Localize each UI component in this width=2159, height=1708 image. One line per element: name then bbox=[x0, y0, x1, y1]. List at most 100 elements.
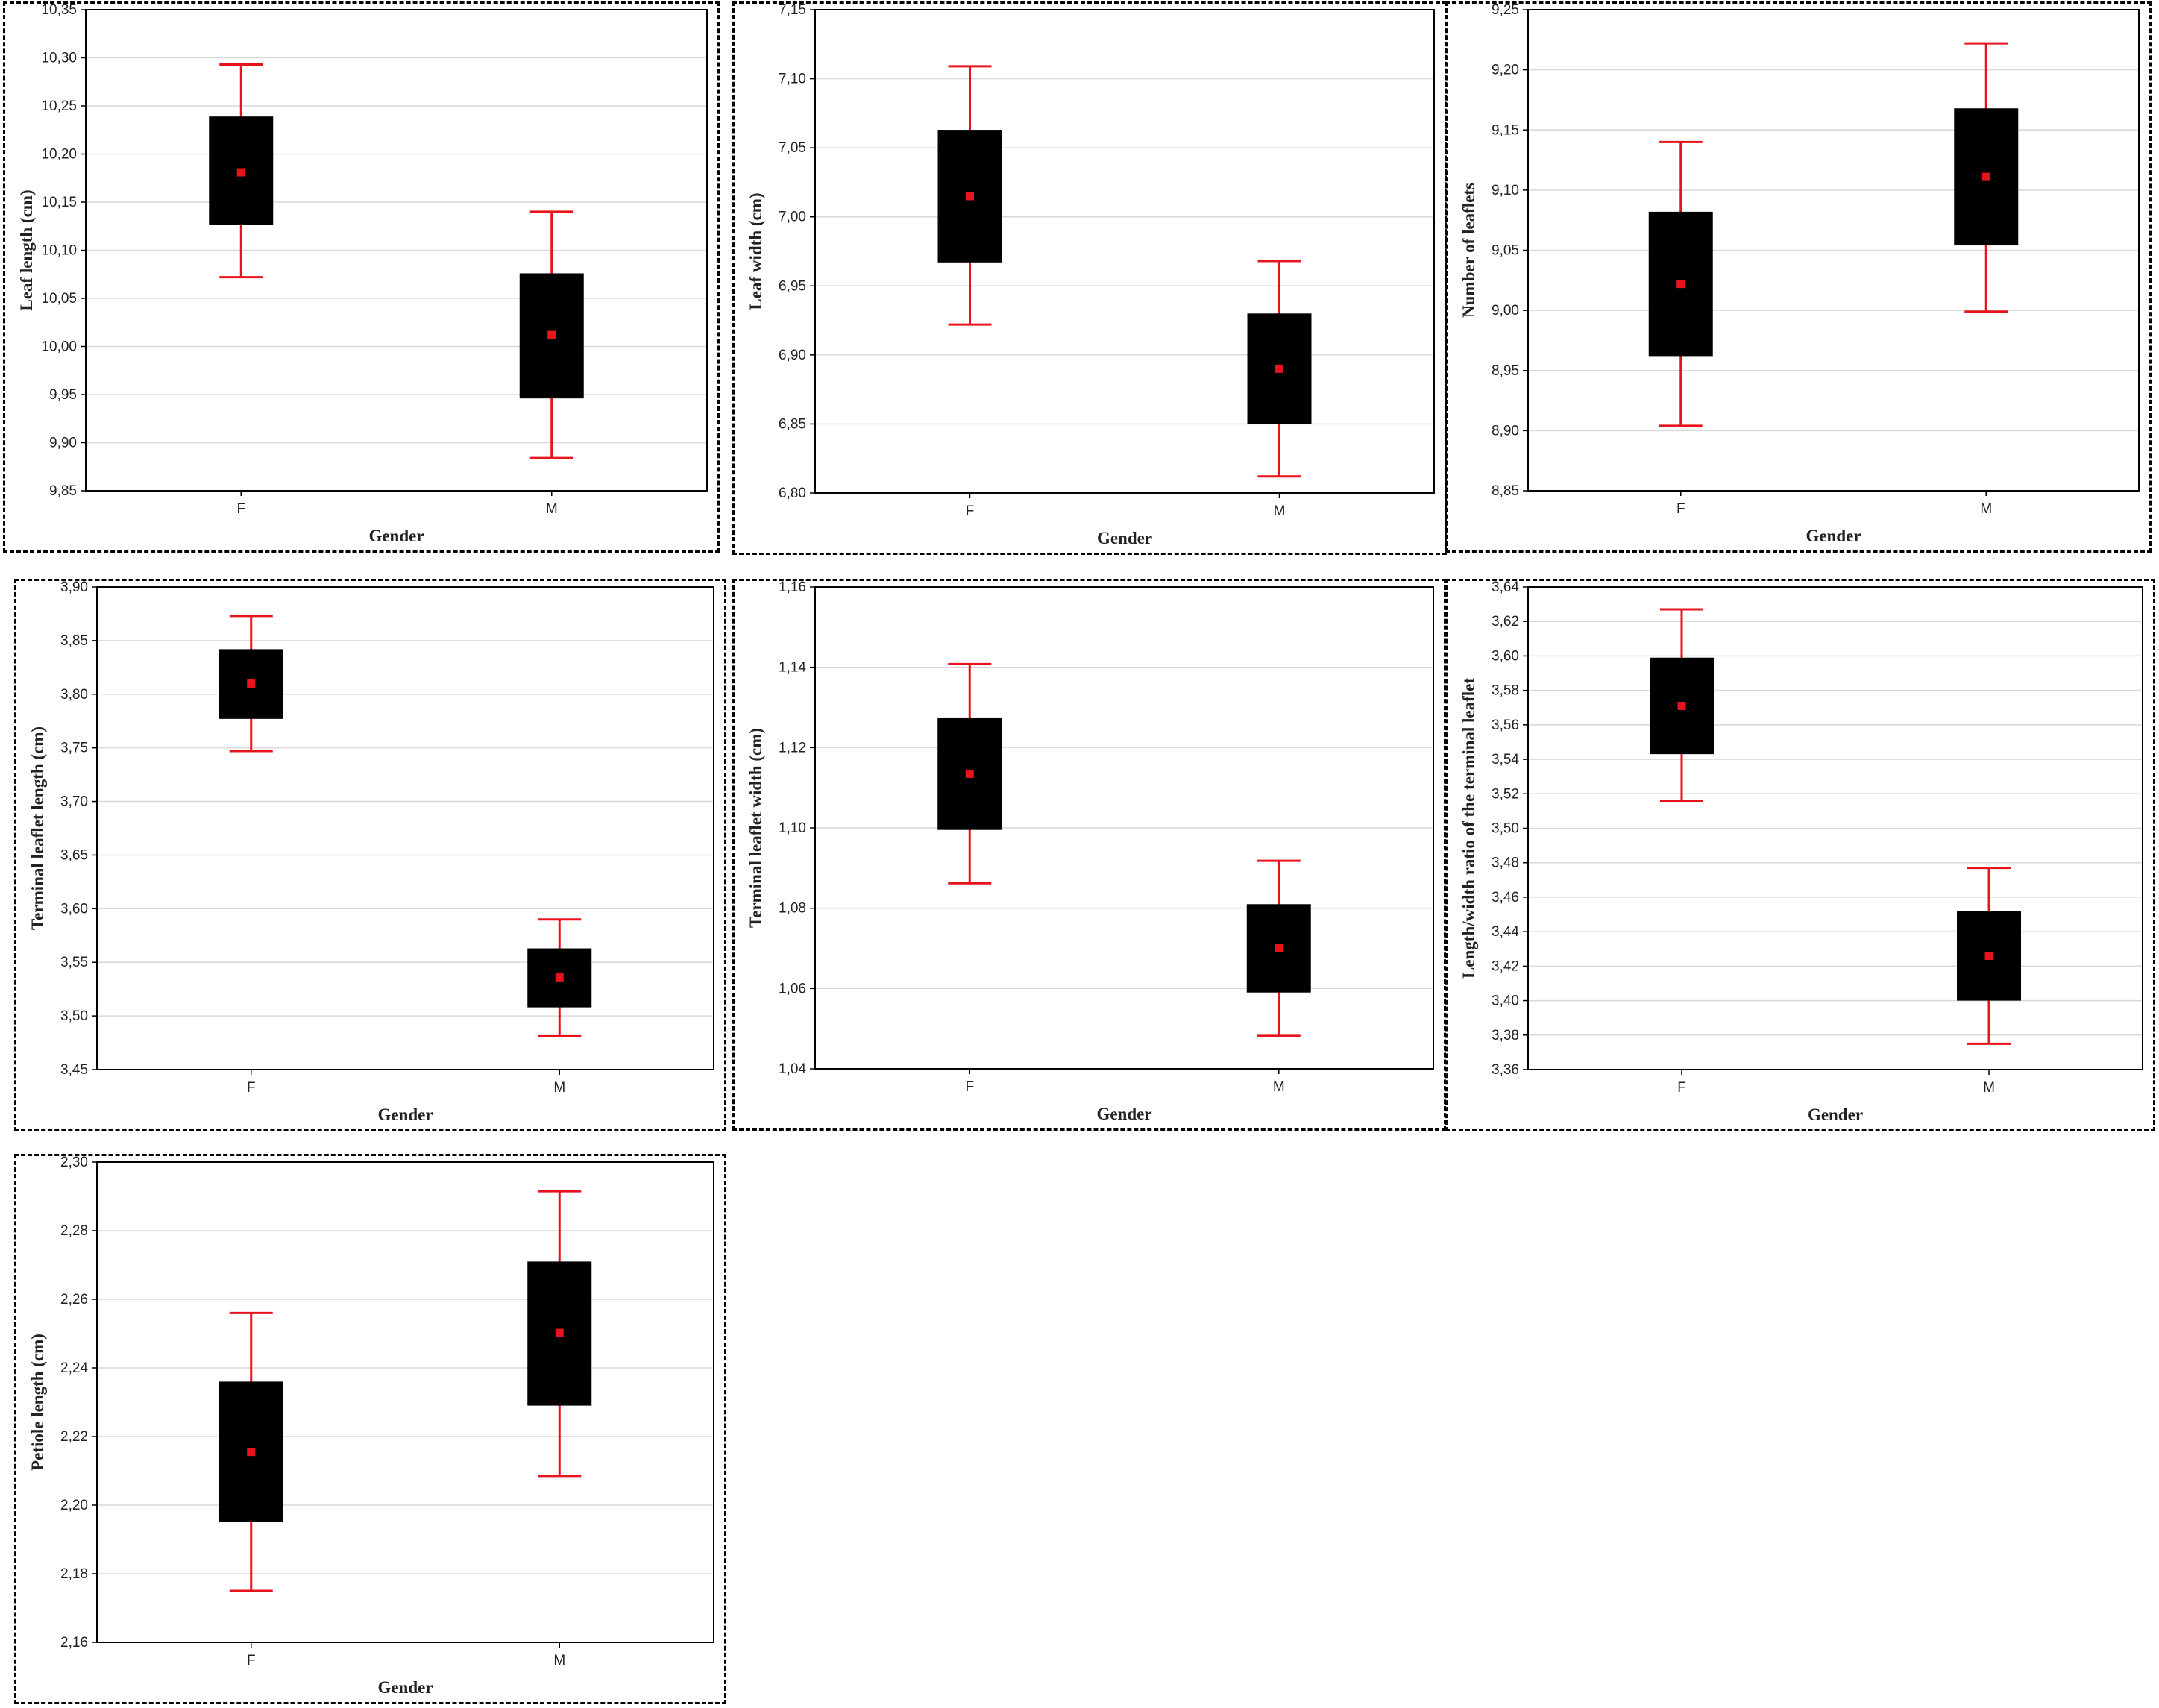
y-axis-title: Terminal leaflet width (cm) bbox=[747, 728, 765, 928]
chart-svg: 3,45 3,50 3,55 3,60 3,65 3,70 3,75 3,80 3,85 3,90… bbox=[28, 581, 714, 1124]
y-tick-label: 3,64 bbox=[1492, 581, 1519, 595]
x-axis-title: Gender bbox=[1806, 527, 1861, 545]
mean-marker-M bbox=[1984, 951, 1993, 960]
y-tick-label: 3,65 bbox=[60, 847, 88, 863]
mean-marker-F bbox=[1676, 280, 1685, 289]
mean-marker-F bbox=[1677, 701, 1686, 710]
y-tick-label: 3,40 bbox=[1492, 993, 1519, 1009]
y-axis-title: Petiole length (cm) bbox=[28, 1334, 47, 1471]
chart-panel-leaf-length: 9,85 9,90 9,95 10,00 10,05 10,10 10,15 10,20 10,… bbox=[3, 1, 720, 553]
x-tick-label: M bbox=[1980, 501, 1992, 517]
y-tick-label: 8,85 bbox=[1492, 483, 1519, 499]
y-tick-label: 2,16 bbox=[60, 1635, 88, 1651]
x-axis-title: Gender bbox=[1096, 1105, 1151, 1123]
y-tick-label: 9,05 bbox=[1492, 243, 1519, 259]
y-tick-label: 2,18 bbox=[60, 1566, 88, 1582]
y-tick-label: 10,35 bbox=[41, 4, 77, 18]
y-tick-label: 3,54 bbox=[1492, 752, 1519, 767]
x-tick-label: F bbox=[247, 1080, 256, 1096]
y-tick-label: 3,36 bbox=[1492, 1062, 1519, 1078]
y-tick-label: 1,12 bbox=[779, 740, 806, 756]
x-axis-title: Gender bbox=[368, 527, 424, 545]
y-tick-label: 3,45 bbox=[60, 1062, 88, 1078]
y-tick-label: 9,95 bbox=[49, 387, 77, 403]
y-tick-label: 6,95 bbox=[779, 278, 806, 294]
y-tick-label: 3,48 bbox=[1492, 855, 1519, 871]
plot-frame bbox=[814, 9, 1435, 494]
plot-frame bbox=[96, 586, 714, 1070]
y-axis-title: Leaf length (cm) bbox=[17, 189, 36, 310]
y-tick-label: 3,46 bbox=[1492, 890, 1519, 905]
mean-marker-F bbox=[236, 168, 245, 177]
y-tick-label: 1,06 bbox=[779, 981, 806, 996]
y-tick-label: 1,04 bbox=[779, 1061, 806, 1077]
x-tick-label: M bbox=[553, 1080, 565, 1096]
y-tick-label: 3,58 bbox=[1492, 683, 1519, 699]
plot-frame bbox=[96, 1161, 714, 1643]
y-axis-title: Length/width ratio of the terminal leafl… bbox=[1459, 678, 1478, 979]
mean-marker-M bbox=[1275, 364, 1283, 373]
mean-marker-M bbox=[547, 330, 556, 339]
x-tick-label: M bbox=[1274, 503, 1286, 519]
chart-svg: 1,04 1,06 1,08 1,10 1,12 1,14 1,16 F M Gender Term… bbox=[747, 581, 1434, 1123]
y-tick-label: 10,05 bbox=[41, 291, 77, 307]
y-tick-label: 1,10 bbox=[779, 820, 806, 836]
mean-marker-M bbox=[1275, 944, 1283, 952]
y-tick-label: 9,10 bbox=[1492, 183, 1519, 198]
x-tick-label: F bbox=[966, 503, 975, 519]
y-tick-label: 1,14 bbox=[779, 660, 806, 676]
x-tick-label: F bbox=[965, 1079, 974, 1095]
y-tick-label: 3,42 bbox=[1492, 958, 1519, 974]
mean-marker-M bbox=[1982, 172, 1990, 181]
y-tick-label: 7,00 bbox=[779, 210, 806, 225]
plot-frame bbox=[814, 586, 1434, 1070]
y-tick-label: 8,90 bbox=[1492, 423, 1519, 439]
y-tick-label: 3,80 bbox=[60, 687, 88, 703]
y-tick-label: 9,20 bbox=[1492, 63, 1519, 78]
plot-frame bbox=[1527, 9, 2140, 492]
y-tick-label: 9,00 bbox=[1492, 303, 1519, 318]
y-tick-label: 3,90 bbox=[60, 581, 88, 595]
mean-marker-F bbox=[247, 1448, 256, 1457]
x-tick-label: F bbox=[1676, 501, 1685, 517]
chart-svg: 9,85 9,90 9,95 10,00 10,05 10,10 10,15 10,20 10,… bbox=[17, 4, 708, 545]
mean-marker-F bbox=[247, 679, 256, 688]
y-axis-title: Number of leaflets bbox=[1459, 183, 1478, 318]
x-tick-label: M bbox=[546, 501, 558, 517]
y-tick-label: 7,15 bbox=[779, 4, 806, 18]
y-tick-label: 7,10 bbox=[779, 72, 806, 87]
x-tick-label: F bbox=[1677, 1080, 1686, 1096]
y-tick-label: 9,85 bbox=[49, 483, 77, 499]
y-tick-label: 6,80 bbox=[779, 486, 806, 501]
chart-panel-petiole-length: 2,16 2,18 2,20 2,22 2,24 2,26 2,28 2,30 F M Gender… bbox=[14, 1154, 726, 1704]
y-tick-label: 2,22 bbox=[60, 1429, 88, 1445]
y-tick-label: 9,15 bbox=[1492, 122, 1519, 138]
y-axis-title: Terminal leaflet length (cm) bbox=[28, 726, 47, 930]
x-tick-label: M bbox=[1983, 1080, 1995, 1096]
y-tick-label: 10,30 bbox=[41, 51, 77, 66]
y-tick-label: 3,38 bbox=[1492, 1028, 1519, 1043]
y-tick-label: 6,85 bbox=[779, 416, 806, 432]
y-axis-title: Leaf width (cm) bbox=[747, 192, 765, 310]
mean-marker-M bbox=[555, 1328, 564, 1337]
y-tick-label: 2,24 bbox=[60, 1360, 88, 1376]
y-tick-label: 10,10 bbox=[41, 243, 77, 259]
chart-panel-terminal-leaflet-width: 1,04 1,06 1,08 1,10 1,12 1,14 1,16 F M Gender Term… bbox=[732, 579, 1446, 1131]
chart-panel-length-width-ratio: 3,36 3,38 3,40 3,42 3,44 3,46 3,48 3,50 3,52 3,54… bbox=[1445, 579, 2155, 1131]
chart-svg: 2,16 2,18 2,20 2,22 2,24 2,26 2,28 2,30 F M Gender… bbox=[28, 1156, 714, 1697]
x-axis-title: Gender bbox=[377, 1678, 433, 1697]
mean-marker-F bbox=[966, 192, 974, 201]
x-axis-title: Gender bbox=[1808, 1105, 1863, 1124]
x-tick-label: M bbox=[1273, 1079, 1285, 1095]
chart-panel-number-of-leaflets: 8,85 8,90 8,95 9,00 9,05 9,10 9,15 9,20 9,25 F M Ge… bbox=[1445, 1, 2152, 553]
mean-marker-F bbox=[965, 769, 974, 778]
y-tick-label: 10,00 bbox=[41, 339, 77, 355]
y-tick-label: 2,28 bbox=[60, 1223, 88, 1239]
chart-svg: 3,36 3,38 3,40 3,42 3,44 3,46 3,48 3,50 3,52 3,54… bbox=[1459, 581, 2143, 1124]
y-tick-label: 3,50 bbox=[60, 1008, 88, 1024]
y-tick-label: 3,52 bbox=[1492, 786, 1519, 802]
y-tick-label: 1,08 bbox=[779, 901, 806, 917]
y-tick-label: 2,20 bbox=[60, 1498, 88, 1513]
chart-panel-terminal-leaflet-length: 3,45 3,50 3,55 3,60 3,65 3,70 3,75 3,80 3,85 3,90… bbox=[14, 579, 726, 1131]
x-axis-title: Gender bbox=[377, 1105, 433, 1124]
